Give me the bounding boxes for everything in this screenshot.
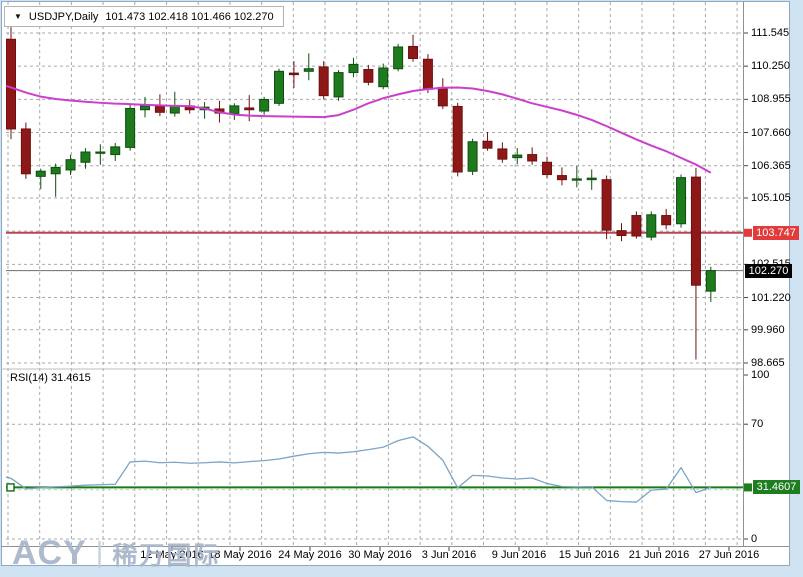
hline-price-badge[interactable]: 103.747	[753, 225, 799, 240]
rsi-indicator-label: RSI(14) 31.4615	[10, 372, 91, 384]
date-axis-label: 15 Jun 2016	[558, 549, 620, 561]
date-axis-label: 9 Jun 2016	[491, 549, 547, 561]
rsi-level-badge[interactable]: 31.4607	[753, 480, 800, 495]
symbol-title-box[interactable]: ▼ USDJPY,Daily 101.473 102.418 101.466 1…	[4, 6, 284, 27]
date-axis-label: 12 May 2016	[140, 549, 204, 561]
rsi-axis-label: 100	[751, 369, 770, 381]
candlestick-series	[6, 23, 716, 360]
date-axis-label: 21 Jun 2016	[628, 549, 690, 561]
price-hline-right-handle[interactable]	[744, 228, 752, 237]
date-axis-label: 27 Jun 2016	[698, 549, 760, 561]
price-axis-label: 98.665	[751, 356, 785, 369]
current-price-badge: 102.270	[745, 263, 792, 278]
price-axis-label: 101.220	[751, 291, 791, 304]
price-axis-label: 105.105	[751, 191, 791, 204]
rsi-axis-label: 0	[751, 533, 758, 545]
price-axis-label: 111.545	[751, 27, 790, 39]
rsi-axis-label: 70	[751, 418, 764, 431]
date-axis-label: 18 May 2016	[208, 549, 272, 561]
moving-average-line	[5, 84, 712, 174]
ohlc-readout: 101.473 102.418 101.466 102.270	[105, 10, 274, 23]
date-axis-label: 30 May 2016	[348, 549, 412, 561]
price-axis-label: 107.660	[751, 126, 791, 139]
date-axis-label: 24 May 2016	[278, 549, 342, 561]
rsi-level-right-handle[interactable]	[744, 483, 752, 492]
price-axis-label: 110.250	[751, 60, 790, 73]
price-axis-label: 106.365	[751, 159, 791, 172]
dropdown-arrow-icon[interactable]: ▼	[14, 12, 22, 21]
symbol-timeframe-label: USDJPY,Daily	[28, 10, 99, 23]
rsi-line	[5, 436, 712, 503]
price-axis-label: 108.955	[751, 93, 791, 106]
logo-chinese-name: 稀万国际	[112, 541, 221, 570]
acy-logo: ACY	[12, 534, 87, 572]
broker-watermark: ACY | 稀万国际	[12, 534, 220, 573]
price-axis-label: 99.960	[751, 323, 785, 336]
logo-divider: |	[95, 537, 104, 569]
date-axis-label: 3 Jun 2016	[421, 549, 477, 561]
rsi-level-left-handle[interactable]	[6, 483, 15, 492]
